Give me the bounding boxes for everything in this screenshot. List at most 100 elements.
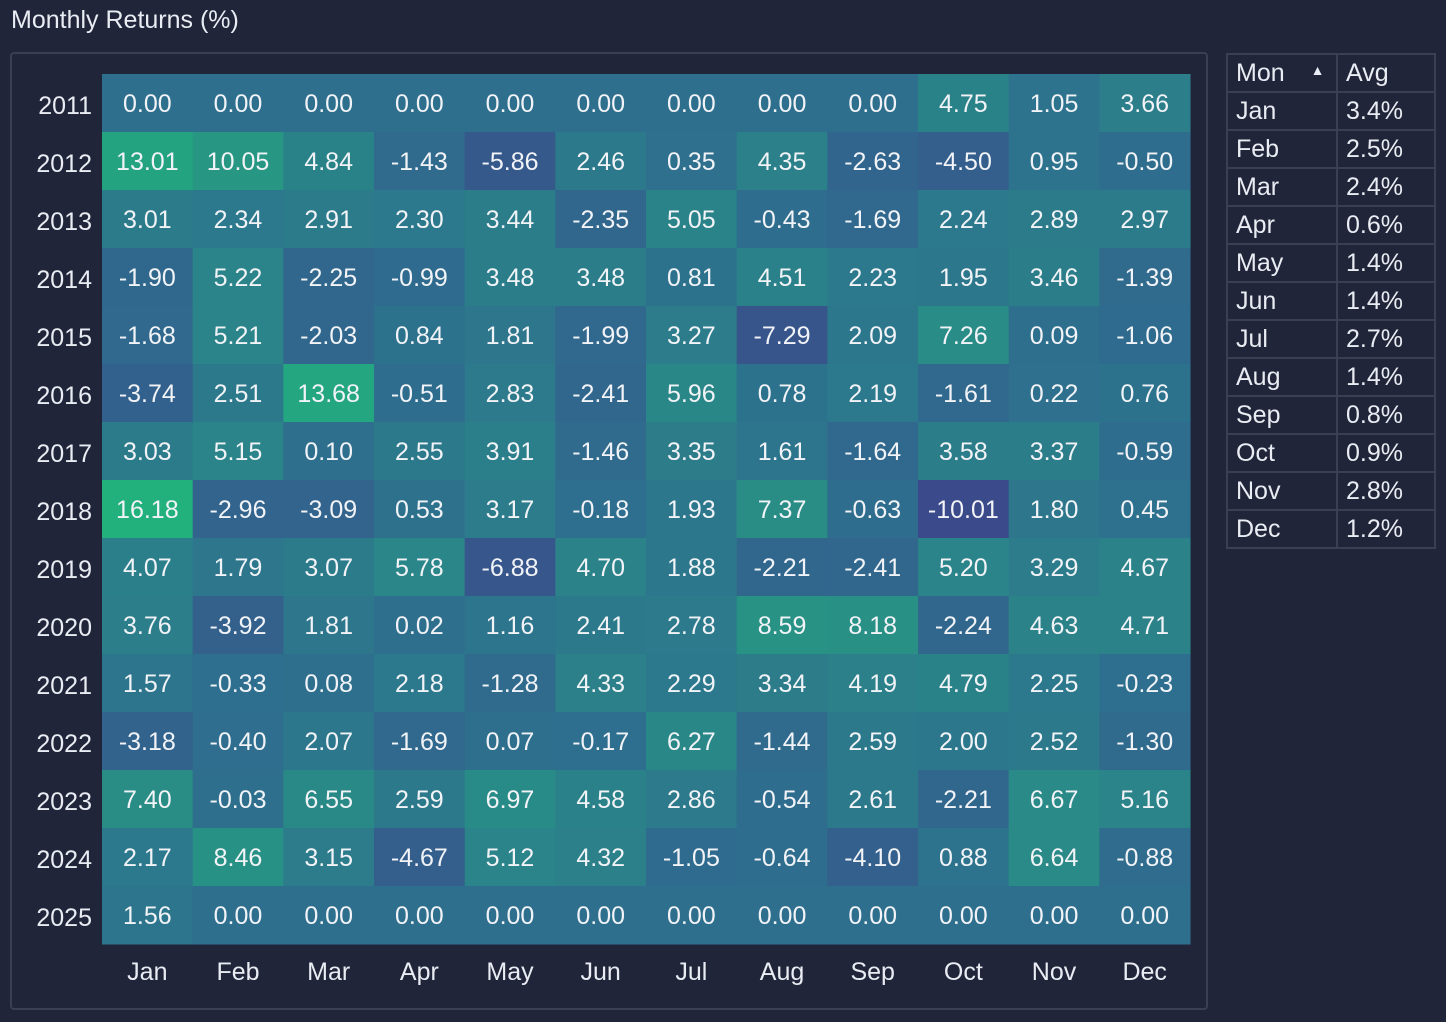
heatmap-cell (374, 712, 466, 771)
heatmap-cell (918, 770, 1010, 829)
cell-value-label: -10.01 (928, 496, 999, 524)
cell-value-label: -0.18 (572, 496, 629, 524)
cell-value-label: 4.35 (758, 148, 807, 176)
heatmap-cell (464, 596, 556, 655)
y-tick-label: 2014 (36, 266, 92, 294)
cell-value-label: -0.63 (844, 496, 901, 524)
cell-value-label: -2.24 (935, 612, 992, 640)
cell-value-label: 0.76 (1120, 380, 1169, 408)
heatmap-cell (192, 190, 284, 249)
heatmap-cell (918, 712, 1010, 771)
cell-value-label: 2.25 (1030, 670, 1079, 698)
heatmap-cell (646, 480, 738, 539)
cell-value-label: 0.10 (304, 438, 353, 466)
cell-value-label: 4.51 (758, 264, 807, 292)
heatmap-cell (374, 596, 466, 655)
heatmap-cell (1008, 654, 1100, 713)
table-row: Aug 1.4% (1226, 357, 1436, 397)
heatmap-cell (283, 654, 375, 713)
heatmap-cell (192, 306, 284, 365)
heatmap-cell (827, 248, 919, 307)
heatmap-cell (464, 74, 556, 133)
heatmap-cell (827, 828, 919, 887)
cell-value-label: -4.10 (844, 844, 901, 872)
heatmap-cell (1008, 74, 1100, 133)
x-tick-label: Aug (760, 958, 804, 986)
heatmap-cell (192, 480, 284, 539)
heatmap-cell (283, 886, 375, 945)
average-cell: 3.4% (1336, 91, 1436, 131)
mon-column-header[interactable]: Mon ▲ (1226, 53, 1338, 93)
heatmap-cell (918, 364, 1010, 423)
heatmap-cell (1008, 770, 1100, 829)
heatmap-cell (555, 828, 647, 887)
cell-value-label: -1.68 (119, 322, 176, 350)
heatmap-cell (1008, 422, 1100, 481)
heatmap-cell (827, 654, 919, 713)
cell-value-label: 1.05 (1030, 90, 1079, 118)
heatmap-cell (1099, 132, 1191, 191)
heatmap-cell (918, 306, 1010, 365)
heatmap-cell (464, 828, 556, 887)
heatmap-cell (827, 712, 919, 771)
cell-value-label: 3.58 (939, 438, 988, 466)
cell-value-label: 3.44 (486, 206, 535, 234)
average-cell: 0.8% (1336, 395, 1436, 435)
heatmap-cell (102, 480, 194, 539)
y-tick-label: 2016 (36, 382, 92, 410)
heatmap-cell (1099, 480, 1191, 539)
heatmap-cell (1008, 712, 1100, 771)
heatmap-cell (374, 770, 466, 829)
heatmap-cell (736, 480, 828, 539)
heatmap-cell (374, 654, 466, 713)
cell-value-label: 0.00 (939, 902, 988, 930)
heatmap-cell (918, 654, 1010, 713)
heatmap-cell (1099, 422, 1191, 481)
heatmap-cell (1099, 538, 1191, 597)
cell-value-label: -7.29 (754, 322, 811, 350)
heatmap-cell (192, 74, 284, 133)
heatmap-cell (1099, 712, 1191, 771)
heatmap-cell (374, 422, 466, 481)
cell-value-label: -0.33 (210, 670, 267, 698)
avg-column-header[interactable]: Avg (1336, 53, 1436, 93)
heatmap-cell (736, 828, 828, 887)
average-cell: 1.4% (1336, 243, 1436, 283)
month-cell: Mar (1226, 167, 1338, 207)
heatmap-cell (1008, 828, 1100, 887)
heatmap-cell (283, 828, 375, 887)
x-tick-label: May (486, 958, 534, 986)
cell-value-label: 3.46 (1030, 264, 1079, 292)
cell-value-label: 6.55 (304, 786, 353, 814)
cell-value-label: -1.44 (754, 728, 811, 756)
heatmap-cell (192, 422, 284, 481)
cell-value-label: 0.78 (758, 380, 807, 408)
y-tick-label: 2022 (36, 730, 92, 758)
cell-value-label: 2.00 (939, 728, 988, 756)
heatmap-cell (1008, 364, 1100, 423)
heatmap-cell (283, 248, 375, 307)
cell-value-label: -3.09 (300, 496, 357, 524)
cell-value-label: -4.67 (391, 844, 448, 872)
table-row: Apr 0.6% (1226, 205, 1436, 245)
heatmap-cell (283, 74, 375, 133)
cell-value-label: 0.00 (1120, 902, 1169, 930)
cell-value-label: -1.06 (1116, 322, 1173, 350)
heatmap-cell (555, 596, 647, 655)
heatmap-cell (646, 596, 738, 655)
cell-value-label: 2.07 (304, 728, 353, 756)
heatmap-cell (736, 886, 828, 945)
heatmap-cell (1099, 248, 1191, 307)
cell-value-label: 2.23 (848, 264, 897, 292)
y-tick-label: 2025 (36, 904, 92, 932)
cell-value-label: 6.64 (1030, 844, 1079, 872)
cell-value-label: 4.75 (939, 90, 988, 118)
cell-value-label: 5.12 (486, 844, 535, 872)
sort-ascending-icon[interactable]: ▲ (1310, 61, 1325, 78)
y-tick-label: 2020 (36, 614, 92, 642)
x-tick-label: Mar (307, 958, 350, 986)
cell-value-label: 10.05 (207, 148, 270, 176)
cell-value-label: 4.71 (1120, 612, 1169, 640)
table-row: Nov 2.8% (1226, 471, 1436, 511)
table-row: Jul 2.7% (1226, 319, 1436, 359)
